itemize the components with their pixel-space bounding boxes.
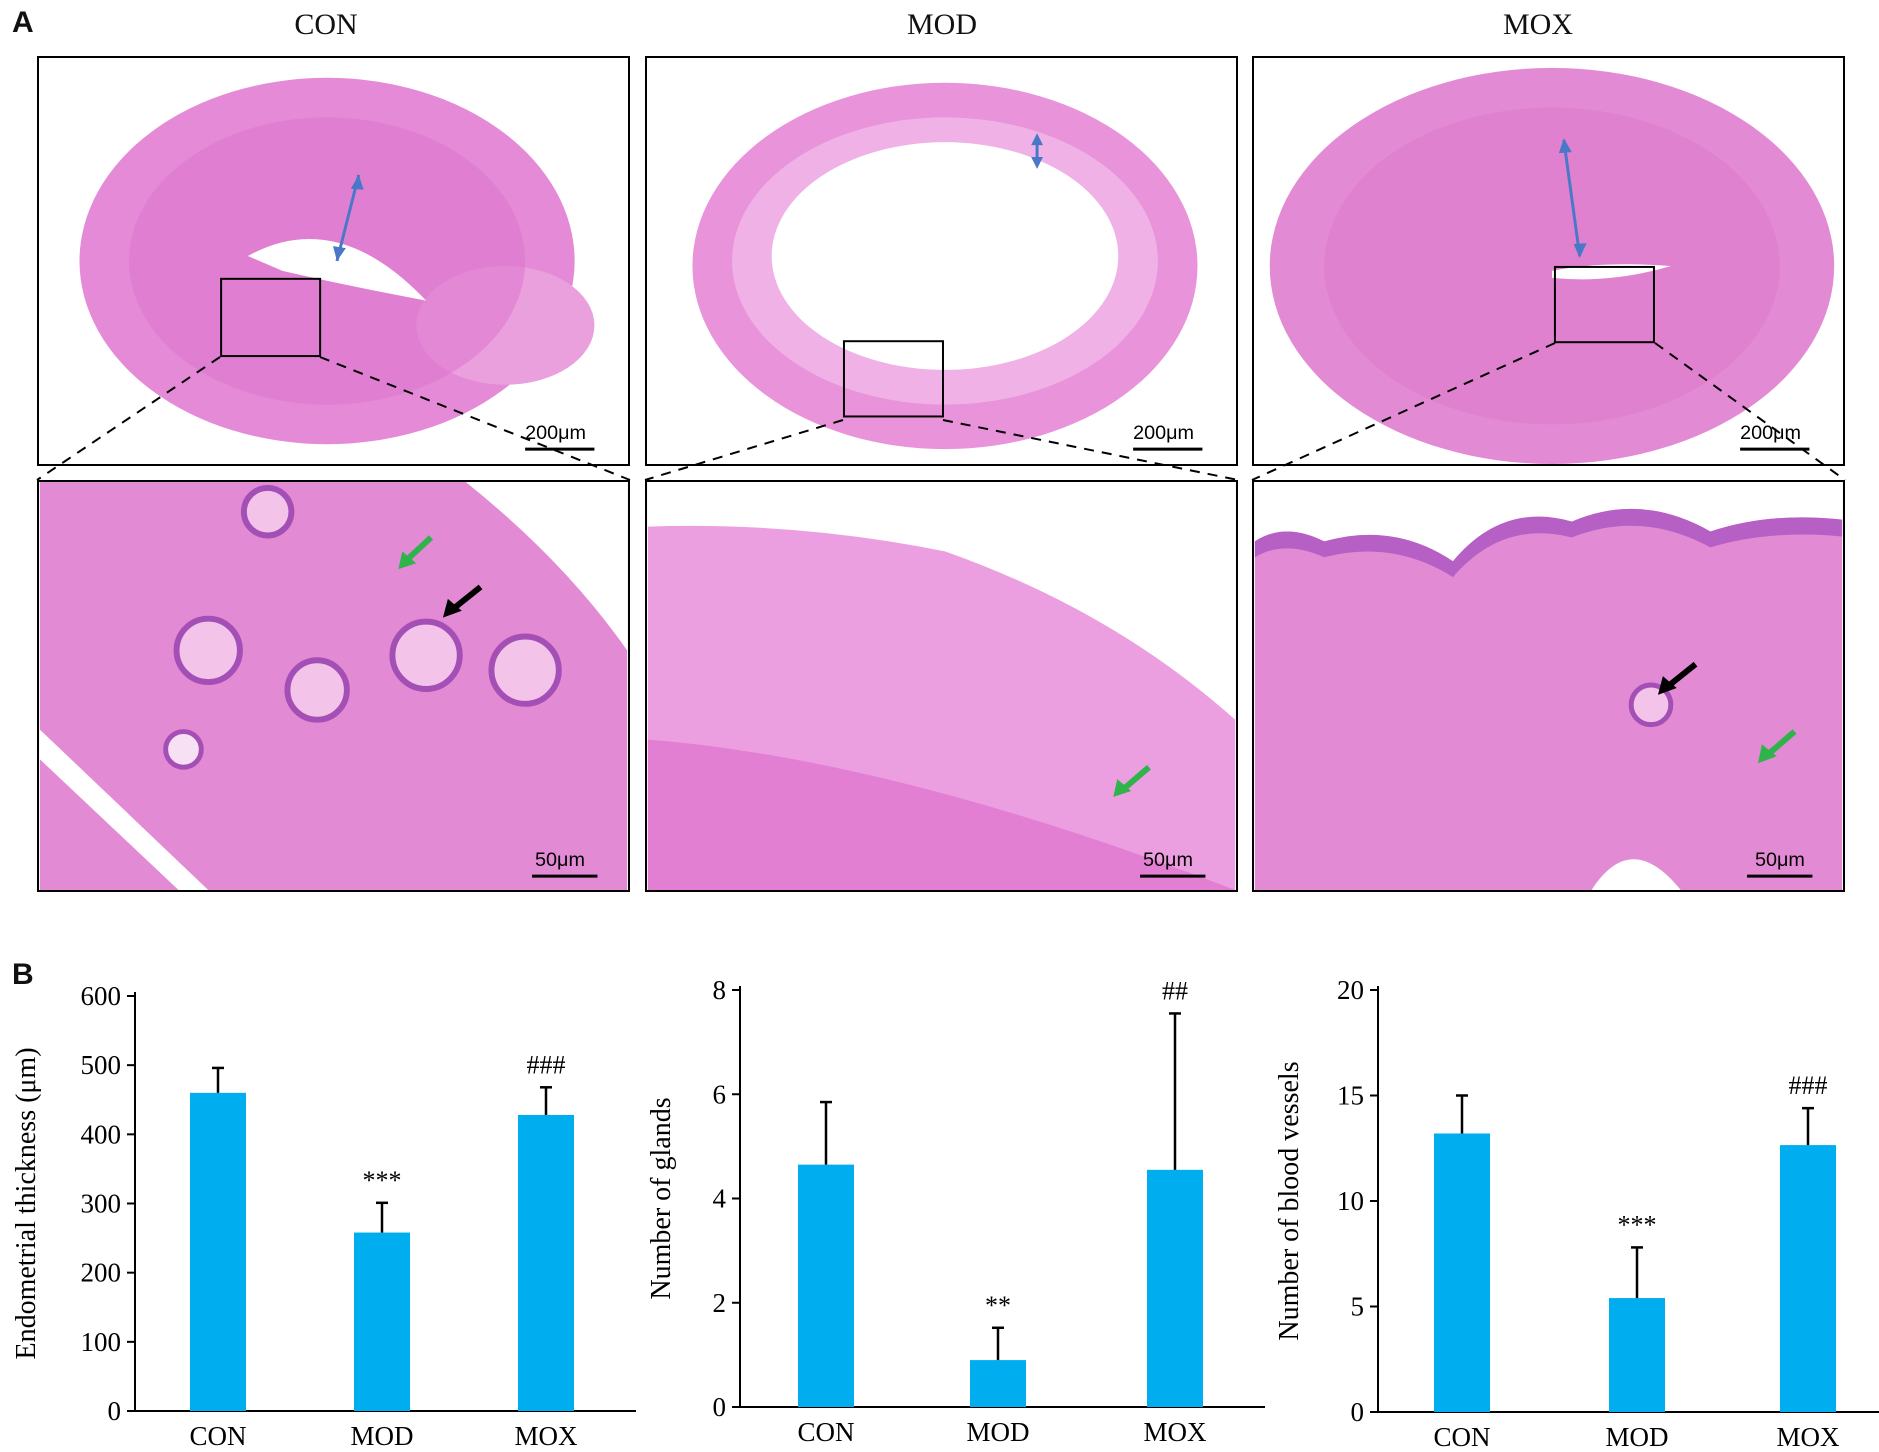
y-tick-label: 0 xyxy=(108,1396,122,1426)
panel-a-label: A xyxy=(12,6,34,39)
significance-mark: ** xyxy=(985,1291,1011,1320)
significance-mark: ### xyxy=(1789,1071,1828,1100)
x-tick-label: MOX xyxy=(514,1421,578,1450)
micrograph-overview-mox: 200μm xyxy=(1252,56,1845,466)
micrograph-overview-con: 200μm xyxy=(37,56,630,466)
y-axis-title: Number of blood vessels xyxy=(1274,1061,1305,1340)
significance-mark: ### xyxy=(527,1050,566,1079)
bar-mod xyxy=(354,1232,410,1411)
y-tick-label: 20 xyxy=(1337,975,1364,1005)
zoom-connectors xyxy=(36,342,1846,481)
significance-mark: *** xyxy=(1618,1210,1657,1239)
y-tick-label: 8 xyxy=(713,975,727,1005)
micrograph-detail-con: 50μm xyxy=(37,480,630,892)
bar-con xyxy=(1434,1133,1490,1412)
micrograph-overview-mod: 200μm xyxy=(645,56,1238,466)
y-tick-label: 0 xyxy=(713,1392,727,1422)
y-tick-label: 200 xyxy=(81,1258,122,1288)
overview-mox-image: 200μm xyxy=(1269,67,1835,464)
y-tick-label: 600 xyxy=(81,981,122,1011)
bar-mox xyxy=(1147,1169,1203,1407)
micrograph-detail-mox: 50μm xyxy=(1252,480,1845,892)
zoom-box-con xyxy=(220,277,322,358)
detail-con-image: 50μm xyxy=(39,482,628,890)
bar-mod xyxy=(1609,1298,1665,1412)
y-tick-label: 5 xyxy=(1351,1292,1365,1322)
y-tick-label: 6 xyxy=(713,1079,727,1109)
bar-con xyxy=(190,1092,246,1411)
overview-mod-image: 200μm xyxy=(692,82,1203,451)
x-tick-label: CON xyxy=(189,1421,246,1450)
group-title-mox: MOX xyxy=(1502,8,1573,41)
x-tick-label: MOD xyxy=(350,1421,413,1450)
bar-mox xyxy=(518,1114,574,1411)
x-tick-label: MOD xyxy=(1605,1422,1668,1450)
x-tick-label: MOX xyxy=(1776,1422,1840,1450)
panel-b-label: B xyxy=(12,958,34,991)
group-title-con: CON xyxy=(294,8,358,41)
bar-mox xyxy=(1780,1145,1836,1412)
scale-label-overview-mod: 200μm xyxy=(1133,422,1194,444)
y-tick-label: 0 xyxy=(1351,1397,1365,1427)
x-tick-label: MOX xyxy=(1143,1417,1207,1447)
significance-mark: ## xyxy=(1162,976,1188,1005)
y-tick-label: 500 xyxy=(81,1050,122,1080)
scale-label-overview-mox: 200μm xyxy=(1740,422,1801,444)
group-title-mod: MOD xyxy=(906,8,977,41)
x-tick-label: MOD xyxy=(966,1417,1029,1447)
zoom-box-mox xyxy=(1553,265,1655,344)
scale-label-detail-mod: 50μm xyxy=(1143,849,1193,871)
overview-con-image: 200μm xyxy=(79,77,595,451)
scale-label-overview-con: 200μm xyxy=(525,422,586,444)
y-tick-label: 2 xyxy=(713,1288,727,1318)
micrograph-detail-mod: 50μm xyxy=(645,480,1238,892)
y-tick-label: 15 xyxy=(1337,1081,1364,1111)
bar-con xyxy=(798,1164,854,1407)
y-tick-label: 100 xyxy=(81,1327,122,1357)
zoom-box-mod xyxy=(842,340,944,418)
y-axis-title: Number of glands xyxy=(646,1097,677,1299)
detail-mod-image: 50μm xyxy=(647,482,1236,890)
scale-label-detail-mox: 50μm xyxy=(1755,849,1805,871)
y-tick-label: 4 xyxy=(713,1184,727,1214)
y-tick-label: 400 xyxy=(81,1119,122,1149)
x-tick-label: CON xyxy=(797,1417,854,1447)
bar-mod xyxy=(970,1360,1026,1407)
y-tick-label: 300 xyxy=(81,1189,122,1219)
detail-mox-image: 50μm xyxy=(1254,482,1843,890)
significance-mark: *** xyxy=(363,1166,402,1195)
x-tick-label: CON xyxy=(1433,1422,1490,1450)
y-axis-title: Endometrial thickness (μm) xyxy=(11,1047,42,1359)
blue-arrow-mox xyxy=(1562,139,1582,257)
y-tick-label: 10 xyxy=(1337,1186,1364,1216)
scale-label-detail-con: 50μm xyxy=(535,849,585,871)
blue-arrow-con xyxy=(335,174,361,262)
